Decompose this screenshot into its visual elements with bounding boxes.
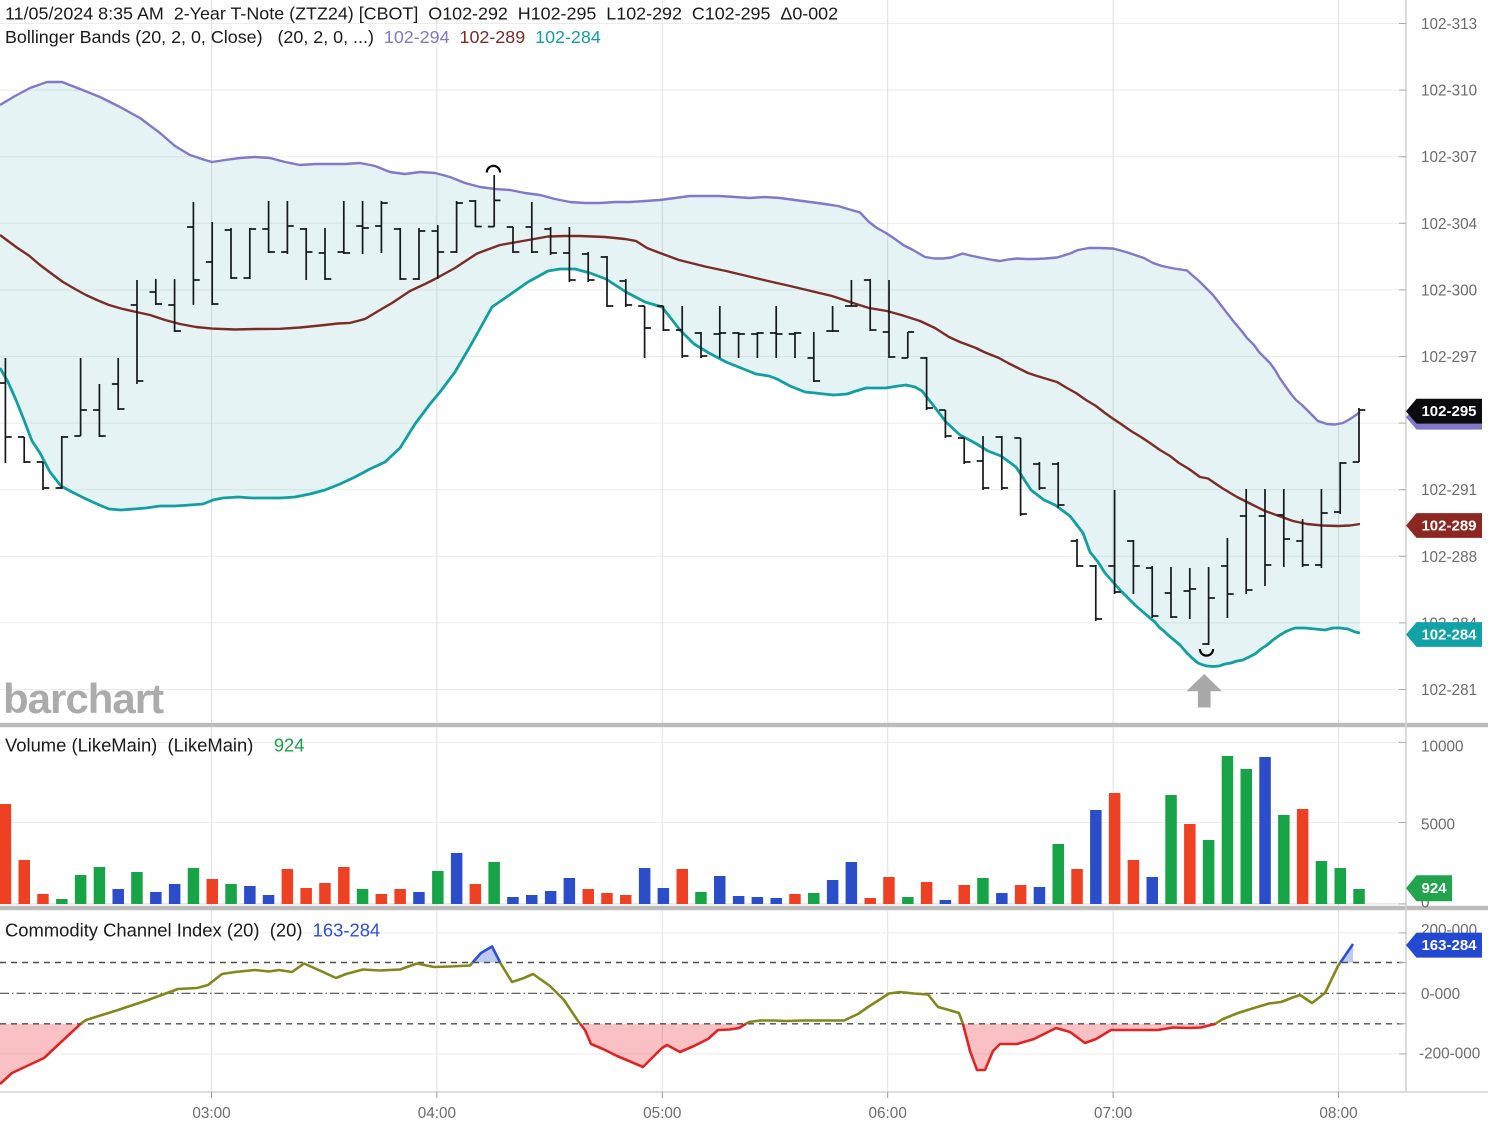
svg-text:08:00: 08:00 (1319, 1105, 1357, 1122)
svg-text:11/05/2024 8:35 AM 2-Year T-N: 11/05/2024 8:35 AM 2-Year T-Note (ZTZ24)… (5, 3, 838, 23)
svg-text:05:00: 05:00 (643, 1105, 681, 1122)
svg-text:102-295: 102-295 (1421, 403, 1476, 420)
svg-text:163-284: 163-284 (1421, 937, 1477, 954)
svg-text:03:00: 03:00 (192, 1105, 230, 1122)
svg-text:102-284: 102-284 (1421, 627, 1477, 644)
svg-text:102-313: 102-313 (1421, 16, 1477, 33)
svg-text:Commodity Channel Index (20): Commodity Channel Index (20) (20) 163-28… (5, 920, 380, 941)
svg-text:102-304: 102-304 (1421, 216, 1478, 233)
svg-text:102-307: 102-307 (1421, 149, 1477, 166)
svg-text:Bollinger Bands (20, 2, 0, Clo: Bollinger Bands (20, 2, 0, Close) (20, 2… (5, 27, 601, 47)
svg-text:06:00: 06:00 (869, 1105, 907, 1122)
svg-text:102-300: 102-300 (1421, 282, 1477, 299)
svg-text:924: 924 (1421, 880, 1447, 897)
svg-text:0: 0 (1421, 895, 1430, 912)
svg-text:102-281: 102-281 (1421, 682, 1477, 699)
svg-text:5000: 5000 (1421, 817, 1455, 834)
svg-text:102-288: 102-288 (1421, 549, 1477, 566)
svg-text:-200-000: -200-000 (1419, 1046, 1480, 1063)
svg-text:102-291: 102-291 (1421, 482, 1477, 499)
svg-text:barchart: barchart (3, 675, 164, 722)
svg-text:102-289: 102-289 (1421, 518, 1476, 535)
svg-text:07:00: 07:00 (1094, 1105, 1132, 1122)
svg-text:0-000: 0-000 (1421, 986, 1460, 1003)
svg-text:102-297: 102-297 (1421, 349, 1477, 366)
svg-text:102-310: 102-310 (1421, 83, 1477, 100)
svg-text:10000: 10000 (1421, 738, 1464, 755)
svg-text:Volume (LikeMain) (LikeMain): Volume (LikeMain) (LikeMain) 924 (5, 735, 305, 756)
svg-text:04:00: 04:00 (418, 1105, 456, 1122)
